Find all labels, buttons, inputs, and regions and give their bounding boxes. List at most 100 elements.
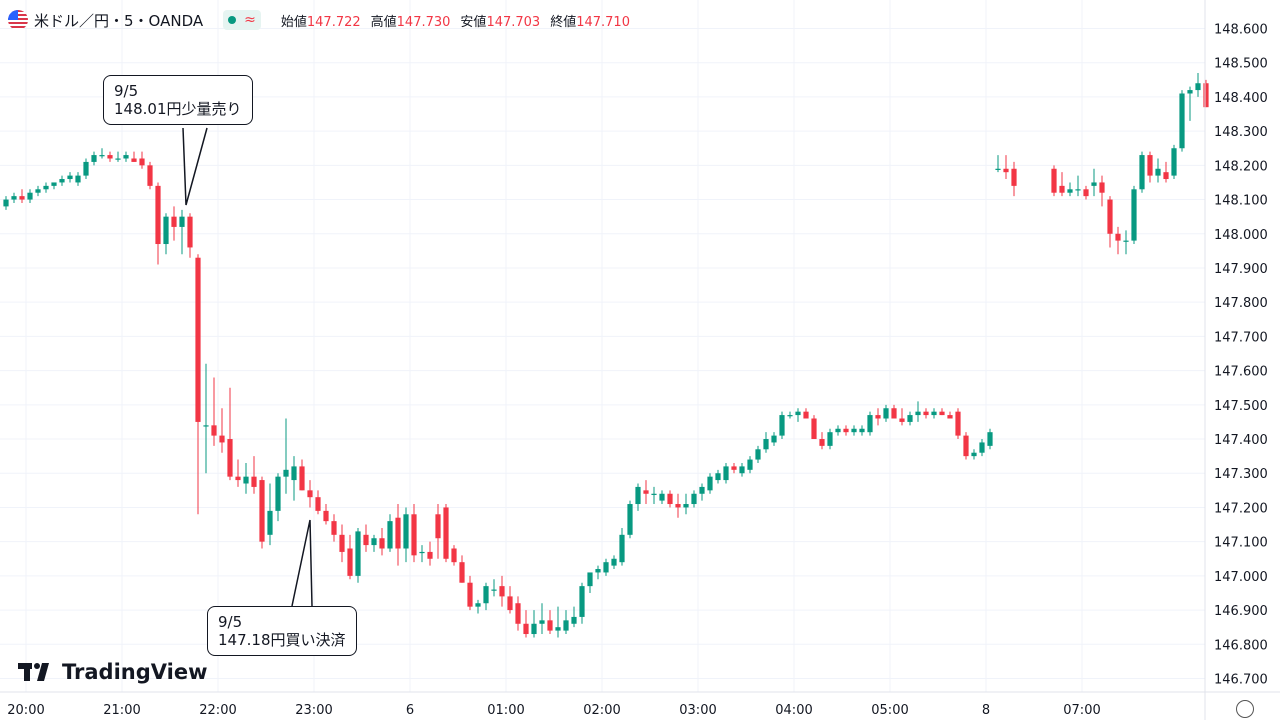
candle-body (155, 185, 161, 245)
candle-body (555, 627, 561, 631)
candle (923, 408, 929, 419)
candle-body (891, 408, 897, 419)
candle (323, 504, 329, 525)
candle (67, 172, 73, 183)
candle-body (475, 603, 481, 607)
candle-body (859, 428, 865, 433)
candle-body (19, 196, 25, 200)
candle-body (675, 504, 681, 508)
close-value: 147.710 (576, 14, 630, 30)
candle-body (723, 466, 729, 481)
candle (803, 408, 809, 419)
candle (267, 483, 273, 546)
candle-body (899, 418, 905, 422)
candle-body (107, 155, 113, 159)
candle (179, 209, 185, 255)
candle-body (1147, 155, 1153, 176)
price-tick-label: 146.900 (1214, 604, 1268, 619)
candle (35, 185, 41, 197)
candle (307, 480, 313, 508)
candle (1059, 172, 1065, 197)
price-tick-label: 148.400 (1214, 91, 1268, 106)
candle (443, 504, 449, 563)
candle (1091, 168, 1097, 197)
market-status-badge[interactable]: ≈ (223, 10, 261, 30)
candle-body (691, 493, 697, 505)
high-value-group: 高値147.730 (371, 11, 451, 30)
candle-body (451, 548, 457, 563)
candle-body (563, 620, 569, 631)
candle (987, 428, 993, 450)
candle-body (195, 257, 201, 422)
candle (931, 408, 937, 419)
candle (763, 432, 769, 453)
symbol-title[interactable]: 米ドル／円・5・OANDA (34, 11, 204, 30)
tradingview-logo[interactable]: TradingView (18, 660, 207, 684)
candle-body (547, 620, 553, 631)
candle (947, 411, 953, 419)
candle-body (995, 168, 1001, 170)
candle-body (259, 480, 265, 542)
candle-body (963, 435, 969, 457)
candle (547, 610, 553, 635)
candle-body (275, 476, 281, 511)
candle (475, 599, 481, 614)
candle-body (803, 411, 809, 419)
candle-body (115, 158, 121, 160)
candle-body (339, 534, 345, 552)
candle-body (427, 551, 433, 559)
candle-body (283, 469, 289, 477)
candle (843, 425, 849, 436)
callout-sell: 9/5 148.01円少量売り (103, 75, 253, 125)
candle (1003, 155, 1009, 180)
candle-body (355, 531, 361, 576)
candle-body (755, 449, 761, 460)
price-tick-label: 147.200 (1214, 501, 1268, 516)
tradingview-logo-icon (18, 663, 49, 681)
candle-body (515, 603, 521, 624)
candle-body (987, 432, 993, 446)
time-tick-label: 02:00 (583, 703, 620, 718)
candle-body (291, 466, 297, 481)
candle (139, 151, 145, 169)
candle-body (867, 415, 873, 433)
candle-body (1123, 240, 1129, 242)
candle-body (235, 476, 241, 481)
candle (1123, 230, 1129, 255)
time-axis[interactable]: 20:00 21:00 22:00 23:00 6 01:00 02:00 03:00 04:0… (0, 691, 1280, 718)
candle-body (443, 507, 449, 559)
callout-pointer-buy (291, 519, 313, 607)
candle-body (659, 493, 665, 501)
candle (1131, 185, 1137, 245)
candle (587, 572, 593, 593)
candle (699, 483, 705, 501)
candle-body (843, 428, 849, 433)
low-label: 安値 (460, 14, 487, 30)
candle (667, 490, 673, 508)
price-axis[interactable]: 146.700 146.800 146.900 147.000 147.100 147.2… (1204, 0, 1268, 720)
candle-body (1083, 189, 1089, 197)
candle-body (83, 161, 89, 176)
time-tick-label: 05:00 (871, 703, 908, 718)
price-tick-label: 147.800 (1214, 296, 1268, 311)
candle-body (131, 158, 137, 162)
candle-body (1203, 83, 1209, 108)
candle-body (923, 411, 929, 416)
price-tick-label: 148.200 (1214, 159, 1268, 174)
candle-body (491, 589, 497, 591)
candle (259, 476, 265, 549)
candle (467, 575, 473, 611)
candle-body (1067, 189, 1073, 193)
candle (1139, 151, 1145, 193)
candle-body (411, 514, 417, 556)
candle-body (171, 216, 177, 227)
settings-gear-icon[interactable] (1236, 700, 1254, 718)
candle (427, 541, 433, 566)
candle-body (907, 415, 913, 422)
candle (611, 555, 617, 570)
candle-body (387, 521, 393, 549)
candle-body (643, 490, 649, 494)
candle (291, 456, 297, 501)
candle-body (251, 476, 257, 487)
